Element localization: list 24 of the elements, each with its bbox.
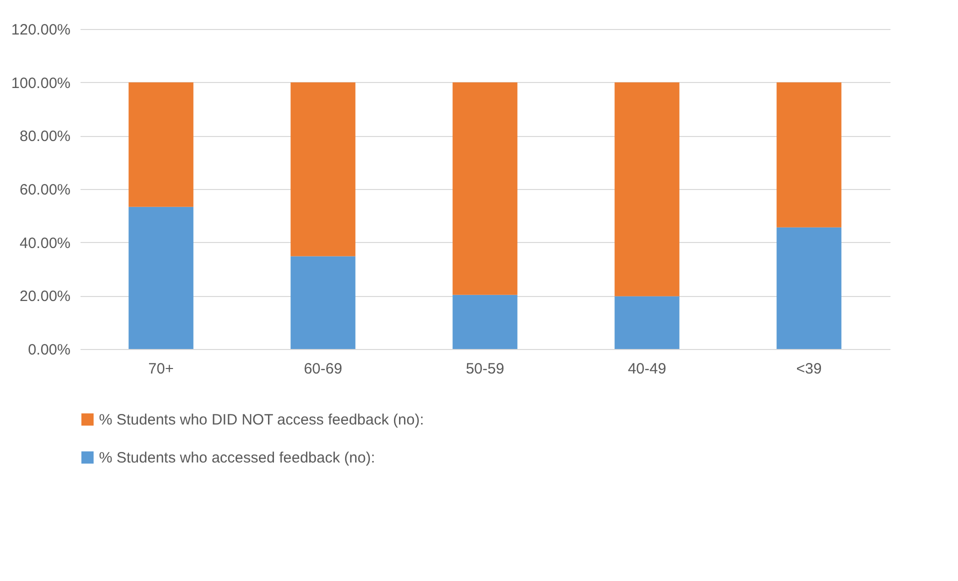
bar [776,82,842,228]
x-tick-label: 50-59 [466,360,504,378]
bar [452,294,518,349]
y-tick-label: 40.00% [20,234,70,252]
x-tick-label: <39 [796,360,822,378]
y-tick-label: 100.00% [11,74,70,92]
bar [452,82,518,295]
y-tick-label: 80.00% [20,128,70,146]
bar [290,82,356,256]
x-tick-label: 60-69 [304,360,342,378]
y-tick-label: 60.00% [20,182,70,198]
y-tick-label: 0.00% [28,342,70,358]
y-tick-label: 20.00% [20,288,70,306]
bar [290,256,356,349]
x-tick-label: 40-49 [628,360,666,378]
legend-label: % Students who DID NOT access feedback (no): [99,412,424,428]
bar [128,206,194,349]
bar [614,296,680,349]
legend-label: % Students who accessed feedback (no): [99,450,375,466]
bar [614,82,680,296]
bar [776,227,842,349]
y-tick-label: 120.00% [11,22,70,38]
x-tick-label: 70+ [148,360,174,378]
bar [128,82,194,207]
